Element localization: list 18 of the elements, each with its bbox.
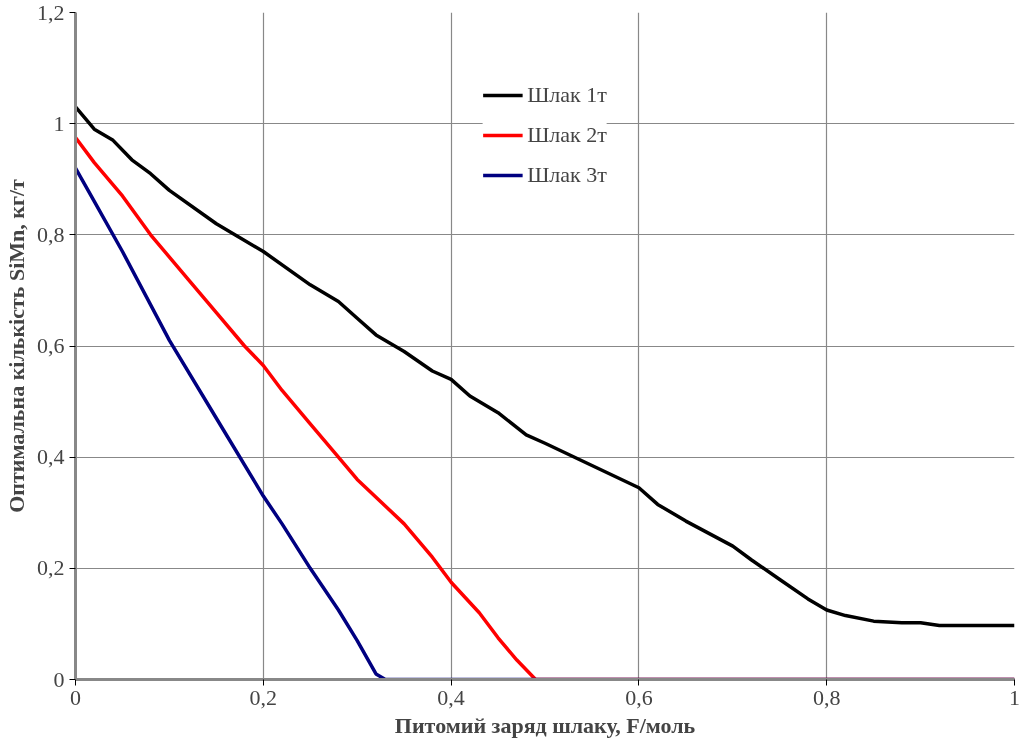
x-axis-title: Питомий заряд шлаку, F/моль bbox=[394, 712, 696, 738]
y-tick-label: 1,2 bbox=[37, 0, 65, 25]
legend-label: Шлак 1т bbox=[527, 82, 607, 108]
y-tick-label: 0,6 bbox=[37, 333, 65, 358]
legend-label: Шлак 3т bbox=[527, 162, 607, 188]
y-tick-label: 0,8 bbox=[37, 221, 65, 247]
legend-label: Шлак 2т bbox=[527, 122, 607, 148]
x-tick-label: 0,2 bbox=[249, 684, 278, 710]
x-tick-label: 0,8 bbox=[812, 684, 841, 710]
x-tick-label: 0 bbox=[70, 684, 81, 710]
x-tick-label: 0,6 bbox=[625, 684, 653, 710]
y-tick-label: 0 bbox=[53, 666, 65, 692]
y-axis-title: Оптимальна кількість SiMn, кг/т bbox=[4, 178, 29, 513]
x-tick-label: 0,4 bbox=[437, 684, 465, 710]
y-tick-label: 0,2 bbox=[37, 555, 65, 581]
x-tick-label: 1 bbox=[1009, 684, 1020, 710]
y-tick-label: 0,4 bbox=[37, 444, 65, 470]
y-tick-label: 1 bbox=[53, 110, 65, 136]
